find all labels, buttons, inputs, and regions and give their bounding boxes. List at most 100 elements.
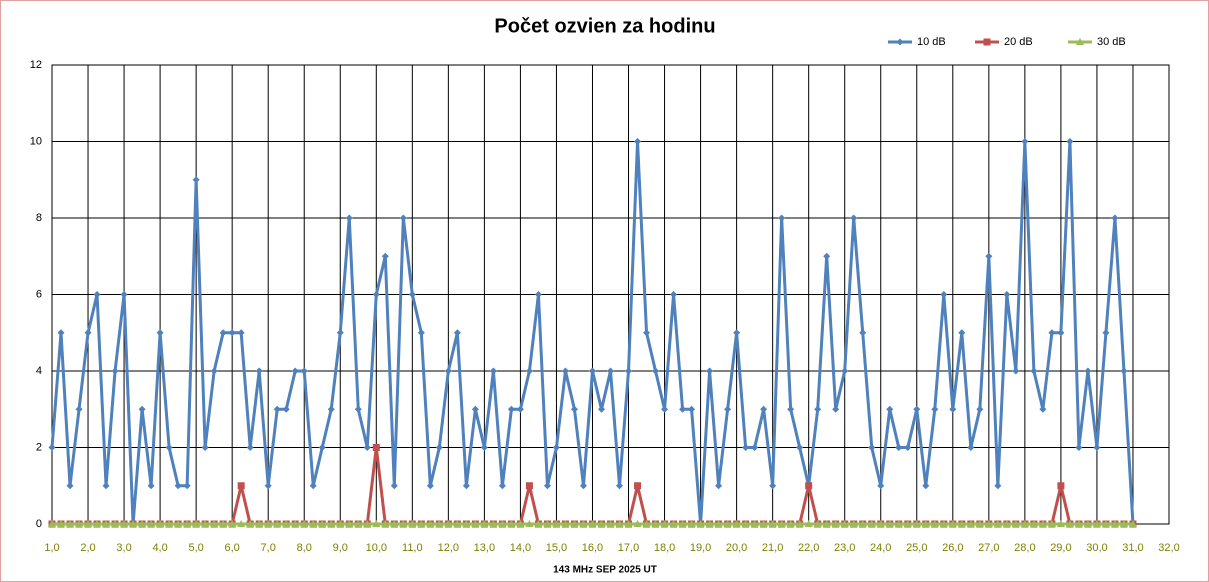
- data-point: [840, 520, 849, 527]
- data-point: [147, 482, 155, 490]
- data-point: [588, 520, 597, 527]
- data-point: [543, 482, 551, 490]
- data-point: [1066, 138, 1074, 145]
- data-point: [138, 405, 146, 413]
- data-point: [903, 520, 912, 527]
- data-point: [183, 482, 191, 490]
- data-point: [858, 520, 867, 527]
- x-tick-label: 15,0: [546, 542, 567, 554]
- data-point: [615, 520, 624, 527]
- data-point: [453, 520, 462, 527]
- data-point: [417, 329, 425, 337]
- data-point: [264, 520, 273, 527]
- data-point: [1119, 520, 1128, 527]
- data-point: [516, 520, 525, 527]
- data-point: [688, 405, 696, 413]
- data-point: [426, 520, 435, 527]
- data-point: [381, 252, 389, 260]
- x-tick-label: 5,0: [188, 542, 203, 554]
- x-tick-label: 18,0: [654, 542, 675, 554]
- data-point: [579, 482, 587, 490]
- data-point: [660, 520, 669, 527]
- x-tick-label: 19,0: [690, 542, 711, 554]
- data-point: [931, 405, 939, 413]
- data-point: [66, 520, 75, 527]
- x-tick-label: 14,0: [510, 542, 531, 554]
- data-point: [616, 482, 624, 490]
- data-point: [778, 214, 786, 222]
- data-point: [795, 520, 804, 527]
- data-point: [1047, 520, 1056, 527]
- data-point: [255, 520, 264, 527]
- data-point: [345, 214, 353, 222]
- data-point: [363, 444, 371, 451]
- x-tick-label: 32,0: [1158, 542, 1179, 554]
- data-point: [885, 520, 894, 527]
- data-point: [940, 291, 948, 298]
- data-point: [534, 520, 543, 527]
- data-point: [318, 520, 327, 527]
- y-tick-label: 10: [30, 135, 42, 147]
- data-point: [129, 520, 138, 527]
- data-point: [805, 482, 813, 490]
- data-point: [543, 520, 552, 527]
- data-point: [814, 405, 822, 413]
- data-point: [453, 329, 461, 337]
- data-point: [1128, 520, 1137, 527]
- data-point: [57, 520, 66, 527]
- data-point: [831, 520, 840, 527]
- data-point: [291, 520, 300, 527]
- data-point: [156, 520, 165, 527]
- x-tick-label: 11,0: [402, 542, 423, 554]
- data-point: [948, 520, 957, 527]
- data-point: [525, 482, 533, 490]
- data-point: [777, 520, 786, 527]
- data-point: [1056, 520, 1065, 527]
- data-point: [1084, 367, 1092, 375]
- data-point: [1075, 444, 1083, 451]
- data-point: [48, 444, 56, 451]
- data-point: [390, 520, 399, 527]
- x-tick-label: 23,0: [834, 542, 855, 554]
- data-point: [489, 367, 497, 375]
- data-point: [399, 214, 407, 222]
- data-point: [201, 444, 209, 451]
- data-point: [625, 367, 633, 375]
- data-point: [327, 405, 335, 413]
- data-point: [733, 329, 741, 337]
- y-tick-label: 8: [36, 212, 42, 224]
- data-point: [768, 520, 777, 527]
- data-point: [652, 367, 660, 375]
- data-point: [435, 520, 444, 527]
- data-point: [66, 482, 74, 490]
- data-point: [264, 482, 272, 490]
- x-tick-label: 12,0: [438, 542, 459, 554]
- data-point: [390, 482, 398, 490]
- x-tick-label: 16,0: [582, 542, 603, 554]
- data-point: [633, 520, 642, 527]
- data-point: [471, 520, 480, 527]
- data-point: [597, 405, 605, 413]
- data-point: [859, 329, 867, 337]
- data-point: [381, 520, 390, 527]
- legend-label: 10 dB: [917, 36, 946, 48]
- data-point: [345, 520, 354, 527]
- y-tick-label: 2: [36, 441, 42, 453]
- data-point: [769, 482, 777, 490]
- data-point: [156, 329, 164, 337]
- data-point: [354, 405, 362, 413]
- data-point: [760, 405, 768, 413]
- data-point: [111, 520, 120, 527]
- data-point: [678, 520, 687, 527]
- data-point: [642, 520, 651, 527]
- data-point: [246, 520, 255, 527]
- x-tick-label: 7,0: [261, 542, 276, 554]
- data-point: [273, 520, 282, 527]
- data-point: [1120, 367, 1128, 375]
- data-point: [372, 291, 380, 298]
- x-tick-label: 21,0: [762, 542, 783, 554]
- data-point: [210, 520, 219, 527]
- data-point: [228, 329, 236, 337]
- data-point: [1092, 520, 1101, 527]
- data-point: [966, 520, 975, 527]
